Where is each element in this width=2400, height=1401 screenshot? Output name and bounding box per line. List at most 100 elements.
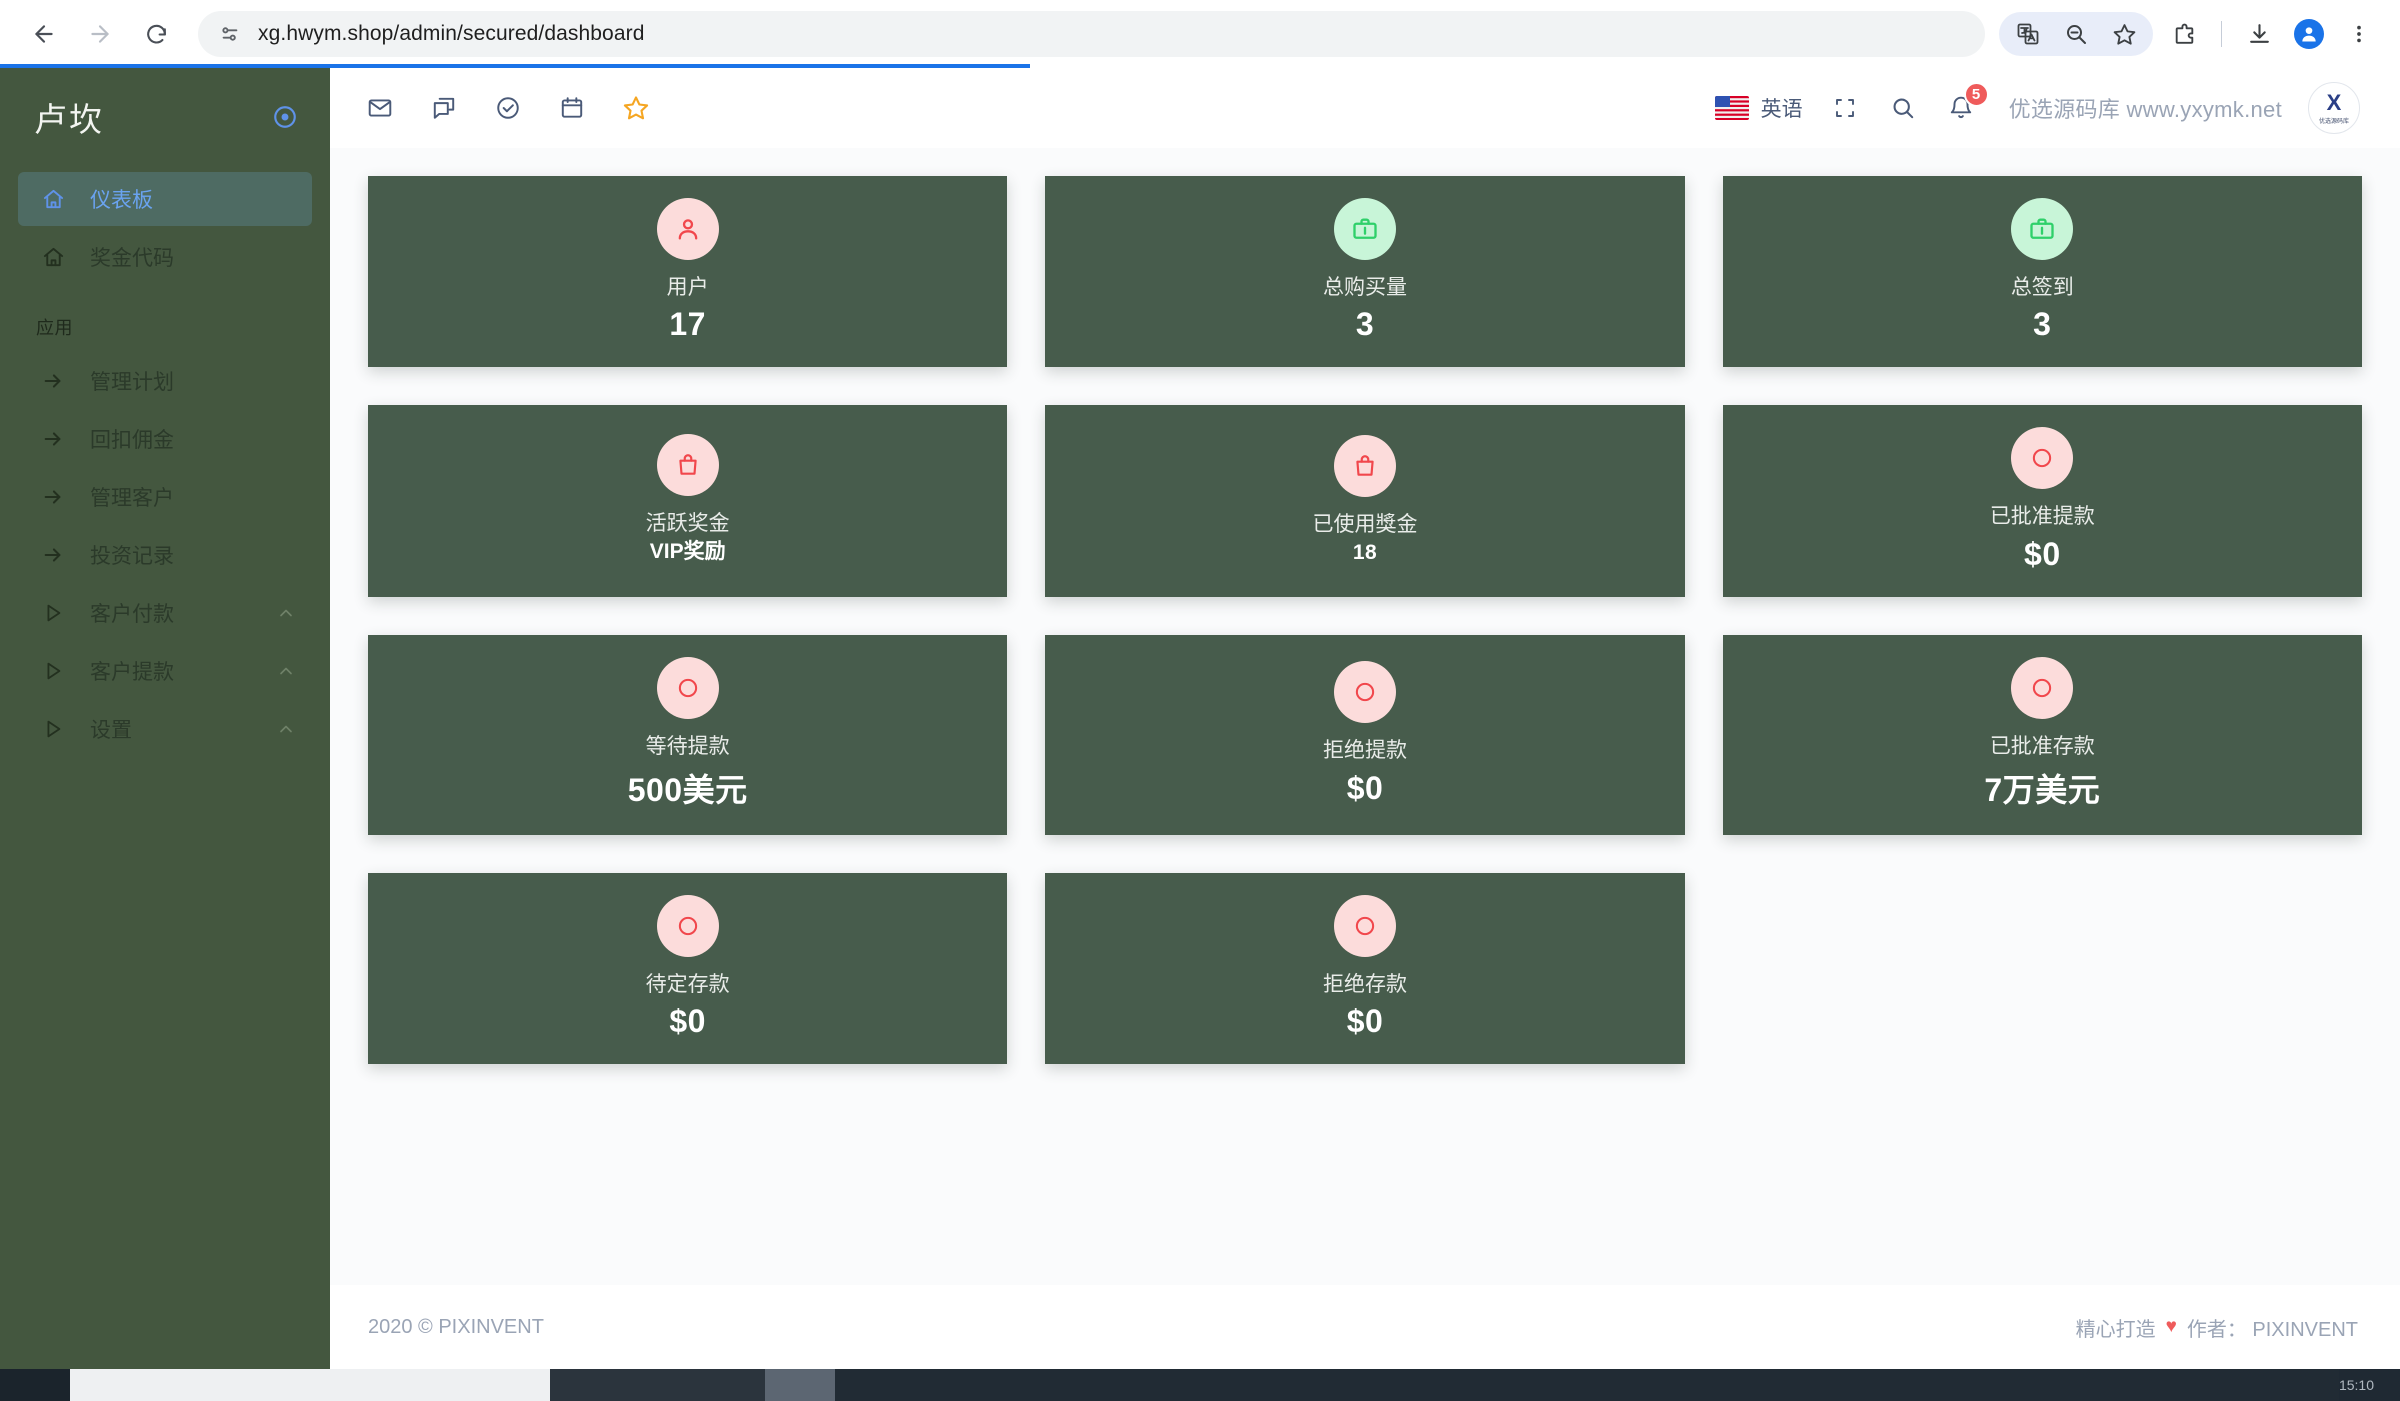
- language-selector[interactable]: 英语: [1707, 93, 1811, 123]
- briefcase-icon: [2011, 198, 2074, 260]
- chat-icon[interactable]: [420, 84, 468, 132]
- stat-card-value: 18: [1352, 541, 1378, 565]
- app-shell: 卢坎 仪表板 奖金代码 应用: [0, 68, 2400, 1369]
- circle-icon: [2011, 656, 2074, 719]
- sidebar-item-customer-payment[interactable]: 客户付款: [18, 586, 312, 640]
- extensions-icon[interactable]: [2161, 12, 2207, 56]
- stat-card-title: 总签到: [2010, 276, 2074, 299]
- stat-card-title: 已批准存款: [1989, 734, 2095, 758]
- fullscreen-icon[interactable]: [1821, 84, 1869, 132]
- menu-collapse-icon[interactable]: [272, 104, 298, 130]
- stat-card-title: 待定存款: [645, 973, 730, 997]
- app-header: 英语 5 优选源码库 www.yxymk.net X 优选源码库: [330, 68, 2400, 148]
- footer-credit: 精心打造 ♥ 作者： PIXINVENT: [2076, 1313, 2358, 1342]
- stat-card-pending-deposit[interactable]: 待定存款 $0: [368, 873, 1008, 1065]
- home-icon: [40, 246, 66, 269]
- mail-icon[interactable]: [356, 84, 404, 132]
- notifications-bell-icon[interactable]: 5: [1937, 82, 1989, 132]
- back-icon[interactable]: [18, 8, 70, 60]
- chevron-up-icon[interactable]: [276, 661, 296, 681]
- sidebar-item-dashboard[interactable]: 仪表板: [18, 172, 312, 226]
- stat-card-subtitle: VIP奖励: [649, 540, 726, 564]
- stat-card-title: 已使用獎金: [1312, 512, 1418, 536]
- stat-card-value: 3: [1355, 306, 1375, 343]
- arrow-right-icon: [40, 428, 66, 450]
- sidebar-item-label: 投资记录: [90, 545, 174, 568]
- sidebar-section-label: 应用: [36, 318, 73, 338]
- taskbar-window-item[interactable]: [765, 1369, 835, 1401]
- stat-card-value: 17: [669, 306, 706, 343]
- sidebar-item-label: 奖金代码: [90, 247, 174, 270]
- sidebar-item-bonus-code[interactable]: 奖金代码: [18, 230, 312, 284]
- search-icon[interactable]: [1879, 84, 1927, 132]
- stat-card-total-purchases[interactable]: 总购买量 3: [1045, 176, 1685, 368]
- zoom-out-icon[interactable]: [2053, 12, 2099, 56]
- forward-icon[interactable]: [74, 8, 126, 60]
- circle-icon: [2011, 427, 2074, 490]
- stat-card-value: 500美元: [627, 772, 748, 809]
- taskbar-window-item[interactable]: [550, 1369, 765, 1401]
- calendar-icon[interactable]: [548, 84, 596, 132]
- circle-icon: [656, 656, 719, 719]
- taskbar-start-region[interactable]: [0, 1369, 70, 1401]
- circle-icon: [1333, 895, 1396, 958]
- sidebar-brand[interactable]: 卢坎: [0, 74, 330, 160]
- sidebar-item-settings[interactable]: 设置: [18, 702, 312, 756]
- stat-card-users[interactable]: 用户 17: [368, 176, 1008, 368]
- profile-avatar[interactable]: [2286, 12, 2332, 56]
- browser-toolbar: xg.hwym.shop/admin/secured/dashboard: [0, 0, 2400, 68]
- stat-card-title: 总购买量: [1322, 276, 1407, 299]
- sidebar-item-manage-customer[interactable]: 管理客户: [18, 470, 312, 524]
- stat-card-approved-deposit[interactable]: 已批准存款 7万美元: [1722, 634, 2362, 836]
- language-label: 英语: [1760, 98, 1803, 121]
- sidebar-item-label: 设置: [90, 719, 132, 742]
- sidebar-nav: 仪表板 奖金代码 应用 管理计划 回扣佣金: [0, 160, 330, 756]
- sidebar-item-manage-plan[interactable]: 管理计划: [18, 354, 312, 408]
- check-circle-icon[interactable]: [484, 84, 532, 132]
- stat-card-title: 用户: [666, 276, 709, 299]
- promo-text: 优选源码库 www.yxymk.net: [2008, 97, 2282, 122]
- stat-card-approved-withdrawal[interactable]: 已批准提款 $0: [1722, 405, 2362, 597]
- site-settings-icon[interactable]: [216, 20, 244, 48]
- translate-icon[interactable]: [2005, 12, 2051, 56]
- header-right: 英语 5 优选源码库 www.yxymk.net X 优选源码库: [1707, 82, 2360, 134]
- promo-logo-mark: X: [2326, 89, 2342, 115]
- notification-badge: 5: [1963, 82, 1989, 107]
- play-triangle-icon: [40, 660, 66, 682]
- arrow-right-icon: [40, 544, 66, 566]
- sidebar-item-rebate-commission[interactable]: 回扣佣金: [18, 412, 312, 466]
- stat-card-title: 拒绝提款: [1322, 739, 1407, 763]
- downloads-icon[interactable]: [2236, 12, 2282, 56]
- bookmark-star-icon[interactable]: [2101, 12, 2147, 56]
- reload-icon[interactable]: [130, 8, 182, 60]
- chevron-up-icon[interactable]: [276, 719, 296, 739]
- toolbar-divider: [2221, 21, 2222, 47]
- stat-card-title: 等待提款: [645, 734, 730, 758]
- sidebar-item-investment-record[interactable]: 投资记录: [18, 528, 312, 582]
- stat-card-active-bonus[interactable]: 活跃奖金 VIP奖励: [368, 405, 1008, 597]
- chevron-up-icon[interactable]: [276, 603, 296, 623]
- promo-logo: X 优选源码库: [2308, 82, 2360, 134]
- sidebar-item-label: 管理计划: [90, 371, 174, 394]
- taskbar-active-window[interactable]: [70, 1369, 550, 1401]
- stat-card-pending-withdrawal[interactable]: 等待提款 500美元: [368, 634, 1008, 836]
- stat-card-value: $0: [2024, 535, 2061, 572]
- stat-card-value: $0: [669, 1003, 706, 1040]
- sidebar-item-label: 客户付款: [90, 603, 174, 626]
- sidebar: 卢坎 仪表板 奖金代码 应用: [0, 68, 330, 1369]
- browser-menu-icon[interactable]: [2336, 12, 2382, 56]
- stat-card-rejected-deposit[interactable]: 拒绝存款 $0: [1045, 873, 1685, 1065]
- stat-card-value: 3: [2033, 306, 2052, 343]
- dashboard-content: 用户 17 总购买量 3 总签到 3: [330, 148, 2400, 1285]
- star-icon[interactable]: [612, 84, 660, 132]
- sidebar-item-customer-withdrawal[interactable]: 客户提款: [18, 644, 312, 698]
- stat-card-used-bonus[interactable]: 已使用獎金 18: [1045, 405, 1685, 597]
- home-icon: [40, 188, 66, 211]
- play-triangle-icon: [40, 602, 66, 624]
- stat-card-rejected-withdrawal[interactable]: 拒绝提款 $0: [1045, 634, 1685, 836]
- stat-card-total-checkins[interactable]: 总签到 3: [1722, 176, 2362, 368]
- footer-made-suffix: 作者： PIXINVENT: [2186, 1318, 2358, 1341]
- stat-card-title: 已批准提款: [1989, 505, 2095, 529]
- main-column: 英语 5 优选源码库 www.yxymk.net X 优选源码库: [330, 68, 2400, 1369]
- address-bar[interactable]: xg.hwym.shop/admin/secured/dashboard: [198, 11, 1985, 57]
